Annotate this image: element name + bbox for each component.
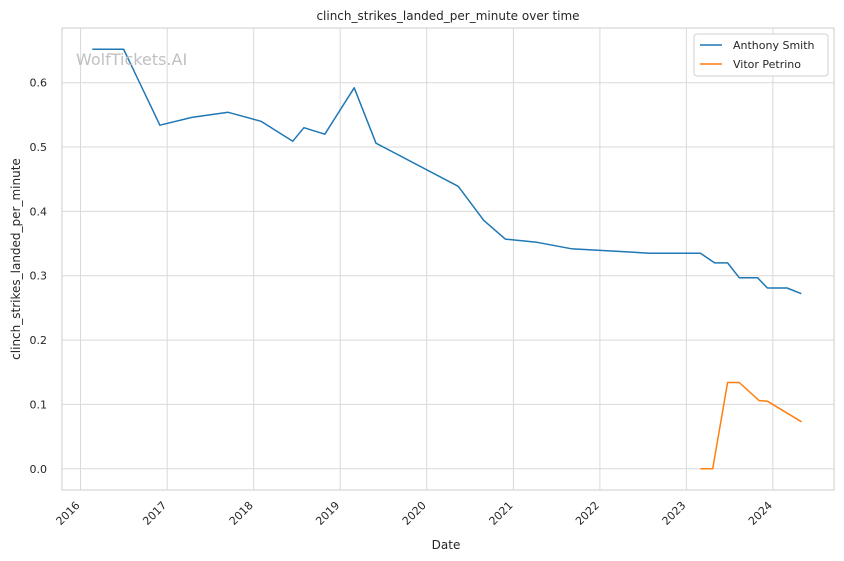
- grid: [62, 28, 834, 490]
- y-tick-label: 0.1: [30, 398, 48, 411]
- x-tick-label: 2023: [660, 499, 689, 528]
- legend-label-anthony-smith: Anthony Smith: [733, 39, 815, 52]
- x-tick-label: 2022: [573, 499, 602, 528]
- x-tick-label: 2020: [400, 499, 429, 528]
- chart-title: clinch_strikes_landed_per_minute over ti…: [316, 9, 579, 23]
- legend-label-vitor-petrino: Vitor Petrino: [733, 58, 801, 71]
- x-tick-label: 2017: [140, 499, 169, 528]
- y-tick-label: 0.4: [30, 205, 48, 218]
- legend-box: [693, 33, 829, 77]
- x-axis-label: Date: [432, 538, 461, 552]
- y-tick-label: 0.2: [30, 334, 48, 347]
- y-axis: 0.0 0.1 0.2 0.3 0.4 0.5 0.6: [30, 77, 48, 476]
- y-tick-label: 0.5: [30, 141, 48, 154]
- plot-area: [61, 27, 835, 491]
- y-tick-label: 0.3: [30, 270, 48, 283]
- series-layer: [92, 48, 802, 470]
- x-tick-label: 2016: [54, 499, 83, 528]
- y-tick-label: 0.0: [30, 463, 48, 476]
- x-axis: 2016 2017 2018 2019 2020 2021 2022 2023 2024: [54, 499, 775, 528]
- x-tick-label: 2024: [746, 499, 775, 528]
- y-axis-label: clinch_strikes_landed_per_minute: [9, 158, 23, 360]
- x-tick-label: 2021: [487, 499, 516, 528]
- series-line-vitor-petrino: [700, 381, 802, 470]
- watermark: WolfTickets.AI: [76, 50, 187, 69]
- x-tick-label: 2019: [313, 499, 342, 528]
- y-tick-label: 0.6: [30, 77, 48, 90]
- legend: Anthony Smith Vitor Petrino: [693, 33, 829, 77]
- series-line-anthony-smith: [92, 48, 802, 295]
- x-tick-label: 2018: [227, 499, 256, 528]
